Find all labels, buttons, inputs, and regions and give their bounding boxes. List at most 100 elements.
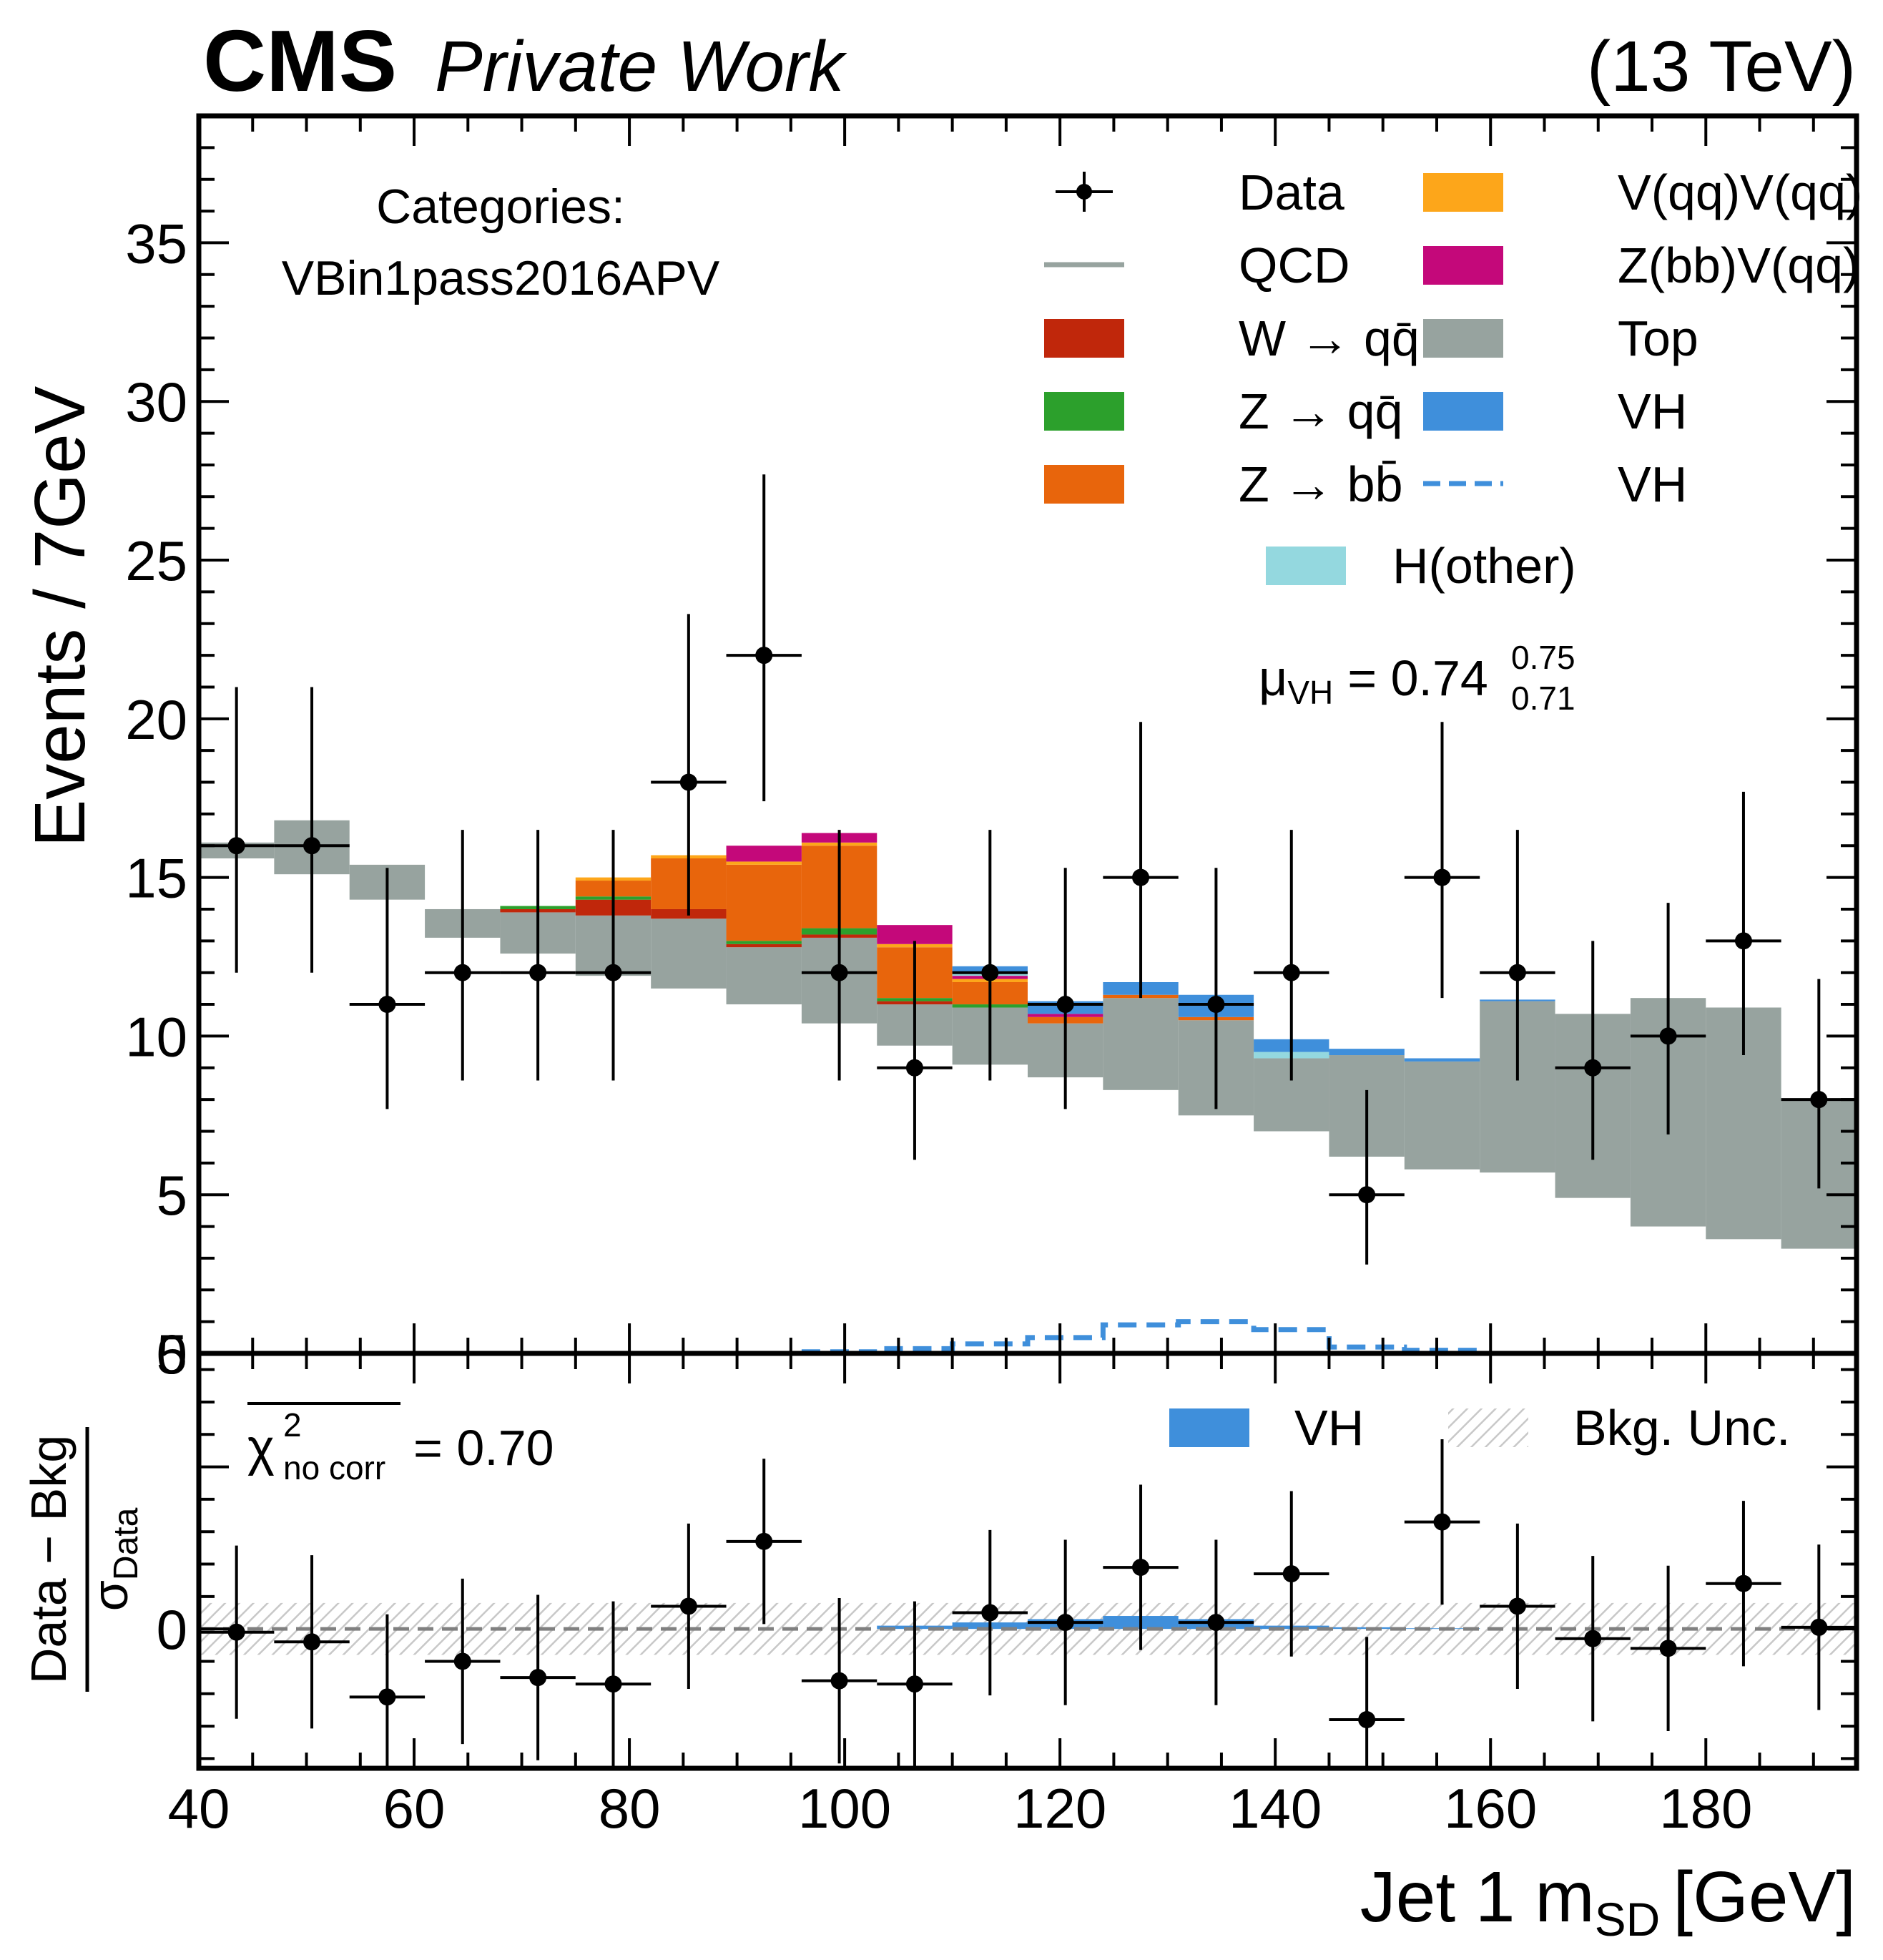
- legend-label: VH: [1618, 383, 1687, 439]
- x-axis-label: Jet 1 mSD [GeV]: [1360, 1857, 1856, 1946]
- mu-annotation: μVH = 0.74 0.75 0.71: [1259, 639, 1575, 717]
- legend-item-qcd: QCD: [1044, 237, 1350, 293]
- x-tick-label: 140: [1229, 1777, 1322, 1840]
- data-point: [1178, 868, 1254, 1109]
- mu-symbol: μVH = 0.74: [1259, 650, 1488, 711]
- ratio-axes-frame: [196, 1351, 1859, 1771]
- top-bar: [1103, 998, 1179, 1090]
- legend-item-vh: VH: [1423, 383, 1687, 439]
- legend-swatch: [1423, 392, 1503, 431]
- legend-label: Z → bb̄: [1239, 456, 1403, 512]
- data-point: [877, 941, 953, 1160]
- ratio-y-tick-label: 0: [157, 1598, 187, 1661]
- legend-swatch: [1044, 392, 1124, 431]
- axis-ticks: [197, 114, 1857, 1768]
- y-tick-label: 30: [125, 371, 187, 433]
- legend-swatch: [1448, 1408, 1528, 1447]
- legend-item-top: Top: [1423, 310, 1698, 366]
- y-tick-label: 10: [125, 1005, 187, 1068]
- energy-label: (13 TeV): [1587, 26, 1856, 107]
- legend-label: Data: [1239, 165, 1344, 220]
- main-plot-area: [199, 474, 1857, 1353]
- mu-up: 0.75: [1511, 639, 1575, 676]
- stack-w_qq-bar: [726, 944, 802, 948]
- legend-item-data: Data: [1056, 165, 1344, 220]
- legend-swatch: [1044, 319, 1124, 358]
- legend-swatch: [1266, 547, 1346, 585]
- data-point: [274, 687, 350, 973]
- x-tick-label: 60: [383, 1777, 446, 1840]
- stack-vh-bar: [1404, 1058, 1480, 1062]
- ratio-y-label-numerator: Data − Bkg: [21, 1435, 77, 1684]
- legend-label: VH: [1618, 456, 1687, 512]
- legend-item-vqqvqq: V(qq)V(qq): [1423, 165, 1862, 220]
- data-point: [1254, 830, 1329, 1081]
- legend: Data QCD W → qq̄ Z → qq̄ Z → bb̄ V(qq)V(qq) Z(…: [1044, 165, 1862, 594]
- chi2-sup: 2: [283, 1406, 302, 1444]
- legend-label: V(qq)V(qq): [1618, 165, 1862, 220]
- category-name: VBin1pass2016APV: [282, 251, 720, 305]
- ratio-point: [1781, 1544, 1857, 1710]
- legend-label: VH: [1294, 1400, 1364, 1456]
- data-point: [575, 830, 652, 1081]
- stack-zbbvqq-bar: [726, 846, 802, 862]
- ratio-point: [1103, 1484, 1179, 1650]
- ratio-point: [801, 1598, 877, 1764]
- data-point: [1480, 830, 1555, 1081]
- x-tick-label: 100: [798, 1777, 891, 1840]
- data-point: [1706, 791, 1781, 1056]
- x-tick-label: 120: [1013, 1777, 1106, 1840]
- ratio-point: [1178, 1539, 1254, 1705]
- ratio-legend: VH Bkg. Unc.: [1169, 1400, 1790, 1456]
- top-bar: [1404, 1061, 1480, 1170]
- chi2-symbol: χ: [247, 1419, 275, 1476]
- x-tick-label: 160: [1444, 1777, 1537, 1840]
- top-bar: [651, 918, 727, 989]
- ratio-legend-item-vh: VH: [1169, 1400, 1364, 1456]
- legend-label: Z → qq̄: [1239, 383, 1403, 439]
- legend-swatch: [1423, 173, 1503, 212]
- legend-label: Z(bb)V(qq): [1618, 237, 1859, 293]
- ratio-point: [1254, 1491, 1329, 1657]
- mu-down: 0.71: [1511, 680, 1575, 717]
- y-tick-label: 20: [125, 688, 187, 751]
- data-point: [726, 474, 802, 802]
- ratio-point: [1630, 1565, 1706, 1731]
- legend-label: W → qq̄: [1239, 310, 1420, 366]
- data-point: [1103, 722, 1179, 999]
- ratio-point: [1329, 1637, 1405, 1768]
- legend-swatch: [1169, 1408, 1249, 1447]
- ratio-point: [274, 1555, 350, 1729]
- legend-item-wqq: W → qq̄: [1044, 310, 1420, 366]
- ratio-plot-area: [199, 1439, 1857, 1768]
- legend-item-zbb: Z → bb̄: [1044, 456, 1403, 512]
- x-tick-label: 80: [599, 1777, 661, 1840]
- legend-item-zqq: Z → qq̄: [1044, 383, 1403, 439]
- data-point: [500, 830, 576, 1081]
- ratio-point: [425, 1578, 501, 1745]
- chi2-value: = 0.70: [413, 1420, 554, 1476]
- ratio-point: [1706, 1501, 1781, 1667]
- legend-label: QCD: [1239, 237, 1350, 293]
- ratio-point: [1480, 1523, 1555, 1690]
- stack-vh-bar: [1329, 1049, 1405, 1056]
- private-work-label: Private Work: [435, 26, 847, 107]
- ratio-point: [877, 1601, 953, 1767]
- legend-label: Top: [1618, 310, 1698, 366]
- data-point: [1630, 903, 1706, 1135]
- data-point: [1404, 722, 1480, 999]
- stack-z_bb-bar: [726, 864, 802, 941]
- ratio-point: [1404, 1439, 1480, 1605]
- stack-zbbvqq-bar: [877, 925, 953, 944]
- data-point: [1028, 868, 1103, 1109]
- y-tick-label: 35: [125, 212, 187, 275]
- x-tick-label: 180: [1659, 1777, 1752, 1840]
- legend-swatch: [1423, 319, 1503, 358]
- legend-label: Bkg. Unc.: [1573, 1400, 1790, 1456]
- stack-vqqvqq-bar: [726, 861, 802, 865]
- ratio-point: [349, 1614, 426, 1768]
- top-bar: [726, 947, 802, 1005]
- ratio-y-axis-label: Data − Bkg σData: [21, 1427, 145, 1692]
- ratio-point: [1555, 1556, 1631, 1722]
